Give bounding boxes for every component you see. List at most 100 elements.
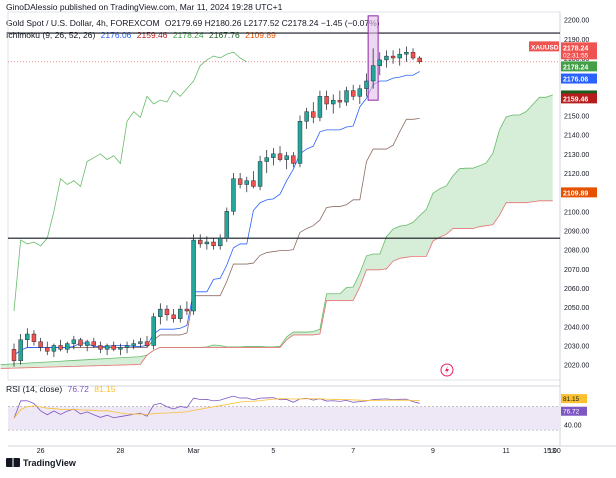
price-tag (561, 187, 597, 198)
ichimoku-span-a (0, 94, 553, 366)
price-tick-label: 2070.00 (564, 267, 589, 274)
ichimoku-span-b-value: 2109.89 (245, 30, 276, 40)
candle-body (284, 155, 289, 160)
candle-body (257, 161, 263, 187)
rsi-value-tag (561, 406, 587, 416)
candle-body (178, 308, 183, 319)
candle-body (138, 341, 143, 344)
candle-body (104, 345, 110, 350)
price-tick-label: 2090.00 (564, 229, 589, 236)
candle-body (164, 308, 170, 316)
candle-body (118, 347, 123, 350)
ichimoku-span-a-value: 2167.76 (209, 30, 240, 40)
symbol-title[interactable]: Gold Spot / U.S. Dollar, 4h, FOREXCOM (6, 18, 160, 28)
candle-body (390, 55, 396, 59)
rsi-value-tag-label: 76.72 (563, 409, 580, 416)
tradingview-logo[interactable]: TradingView (6, 458, 76, 468)
price-tag-label: 2178.24 (563, 45, 588, 52)
ichimoku-base-line (13, 117, 420, 356)
rsi-value: 76.72 (67, 384, 89, 394)
price-tag-label: 2159.46 (563, 96, 588, 103)
price-tick-label: 2040.00 (564, 324, 589, 331)
ichimoku-legend: Ichimoku (9, 26, 52, 26) 2176.06 2159.46… (6, 30, 279, 40)
candle-body (410, 52, 416, 59)
candle-body (324, 96, 329, 105)
rsi-label[interactable]: RSI (14, close) (6, 384, 63, 394)
candle-body (244, 180, 249, 185)
candle-body (78, 339, 83, 346)
price-tag (561, 61, 597, 72)
candle-body (350, 90, 356, 97)
rsi-ma-line (13, 398, 420, 419)
price-tick-label: 2060.00 (564, 286, 589, 293)
candle-body (31, 333, 37, 342)
time-tick-label: 13 (548, 448, 556, 455)
price-tick-label: 2190.00 (564, 37, 589, 44)
price-tick-label: 2200.00 (564, 18, 589, 25)
candle-body (397, 53, 402, 59)
ohlc-values: O2179.69 H2180.26 L2177.52 C2178.24 −1.4… (164, 18, 380, 28)
tradingview-logo-icon (6, 458, 20, 467)
price-tag-label: 2178.24 (563, 64, 588, 71)
ichimoku-lagging-span (13, 51, 247, 312)
candle-body (277, 153, 283, 160)
candle-body (237, 178, 243, 185)
price-tick-label: 2050.00 (564, 305, 589, 312)
countdown-label: 02:31:55 (563, 52, 589, 59)
rsi-line (13, 395, 420, 419)
lightning-icon-glyph (445, 366, 449, 374)
candle-body (337, 99, 343, 103)
candle-body (311, 111, 316, 118)
candle-body (84, 341, 90, 346)
time-tick-label: 7 (351, 448, 355, 455)
candle-body (370, 65, 376, 82)
rsi-value-tag-label: 81.15 (563, 396, 580, 403)
candle-body (251, 180, 256, 187)
price-tag (561, 73, 597, 84)
time-tick-label: 15:00 (543, 448, 561, 455)
candle-body (124, 345, 130, 348)
candle-body (18, 339, 23, 362)
candle-body (58, 345, 63, 350)
price-tick-label: 2080.00 (564, 248, 589, 255)
candle-body (204, 241, 210, 245)
candle-body (331, 99, 336, 105)
candle-body (51, 345, 57, 352)
candle-body (231, 178, 236, 212)
rsi-tick-label: 40.00 (564, 422, 582, 429)
candle-body (198, 239, 203, 245)
candle-body (38, 341, 43, 348)
ichimoku-conversion-line (13, 71, 420, 356)
price-tick-label: 2140.00 (564, 133, 589, 140)
price-tag-label: 2109.89 (563, 190, 588, 197)
candle-body (71, 339, 77, 344)
candle-body (45, 347, 50, 352)
ichimoku-base-value: 2159.46 (136, 30, 168, 40)
candle-body (271, 153, 276, 158)
time-tick-label: 5 (271, 448, 275, 455)
candle-body (65, 343, 70, 350)
candle-body (11, 349, 17, 362)
candle-body (211, 241, 216, 247)
candle-body (404, 52, 409, 55)
price-tag-label: 2176.06 (563, 77, 588, 84)
candle-body (304, 111, 309, 122)
candle-body (171, 314, 176, 319)
symbol-tag-label: XAUUSD (531, 44, 559, 51)
ichimoku-lagging-value: 2178.24 (172, 30, 204, 40)
time-tick-label: 11 (503, 448, 510, 455)
price-tick-label: 2100.00 (564, 209, 589, 216)
candle-body (91, 341, 97, 346)
candle-body (384, 55, 389, 61)
ichimoku-cloud (0, 94, 553, 369)
candle-body (144, 341, 150, 346)
candle-body (191, 239, 196, 312)
candle-body (417, 57, 422, 63)
candle-body (217, 237, 223, 247)
ichimoku-label[interactable]: Ichimoku (9, 26, 52, 26) (6, 30, 96, 40)
rsi-band (8, 406, 560, 431)
candle-body (25, 333, 30, 340)
publisher-line: GinoDAlessio published on TradingView.co… (6, 2, 283, 12)
candle-body (264, 157, 269, 162)
